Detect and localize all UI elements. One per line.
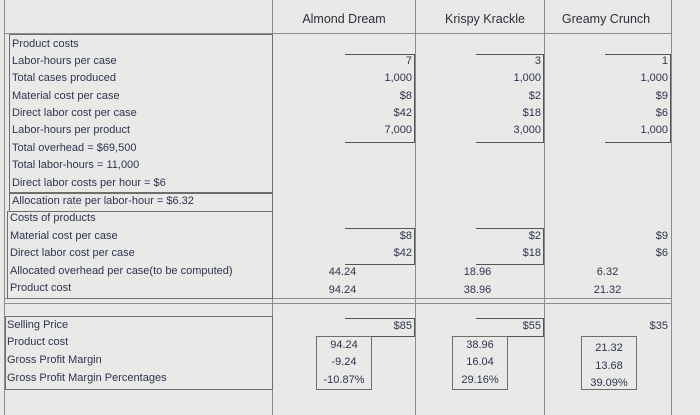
cell-krispy-labor-hours-product[interactable]: 3,000 — [513, 124, 541, 136]
input-cells-greamy — [605, 54, 671, 143]
cell-krispy-labor-cost[interactable]: $18 — [522, 107, 541, 119]
cell-almond-cost-labor[interactable]: $42 — [393, 247, 412, 259]
margin-box-krispy — [452, 336, 508, 390]
cell-greamy-gross-margin[interactable]: 13.68 — [595, 360, 623, 372]
label-total-cases-produced: Total cases produced — [12, 72, 116, 84]
input-cells-almond — [345, 54, 415, 143]
label-material-cost-per-case: Material cost per case — [10, 230, 118, 242]
cell-almond-product-cost[interactable]: 94.24 — [328, 284, 357, 296]
cell-krispy-labor-hours[interactable]: 3 — [534, 55, 541, 67]
label-direct-labor-cost-per-case: Direct labor cost per case — [12, 107, 137, 119]
cell-krispy-overhead[interactable]: 18.96 — [463, 266, 492, 278]
cell-almond-margin-cost[interactable]: 94.24 — [330, 339, 358, 351]
cell-greamy-labor-hours-product[interactable]: 1,000 — [640, 124, 668, 136]
label-product-cost: Product cost — [10, 282, 72, 294]
cell-almond-labor-hours[interactable]: 7 — [405, 55, 412, 67]
cell-greamy-product-cost[interactable]: 21.32 — [593, 284, 622, 296]
cell-krispy-material[interactable]: $2 — [528, 90, 541, 102]
cell-greamy-margin-cost[interactable]: 21.32 — [595, 342, 623, 354]
cell-almond-cases[interactable]: 1,000 — [384, 72, 412, 84]
label-allocated-overhead: Allocated overhead per case(to be comput… — [10, 265, 233, 277]
cell-almond-cost-material[interactable]: $8 — [399, 230, 412, 242]
cell-krispy-selling-price[interactable]: $55 — [522, 320, 541, 332]
cell-almond-overhead[interactable]: 44.24 — [328, 266, 357, 278]
cell-krispy-product-cost[interactable]: 38.96 — [463, 284, 492, 296]
cell-krispy-gross-margin-pct[interactable]: 29.16% — [461, 374, 499, 386]
price-cell-almond — [345, 318, 415, 337]
cell-greamy-cases[interactable]: 1,000 — [640, 72, 668, 84]
cell-greamy-material[interactable]: $9 — [655, 90, 668, 102]
input-cells-krispy — [476, 54, 544, 143]
cell-krispy-gross-margin[interactable]: 16.04 — [466, 356, 494, 368]
label-gross-profit-margin: Gross Profit Margin — [7, 354, 102, 366]
cell-almond-labor-hours-product[interactable]: 7,000 — [384, 124, 412, 136]
grid-line — [415, 0, 416, 415]
label-product-cost: Product cost — [7, 336, 69, 348]
cell-almond-material[interactable]: $8 — [399, 90, 412, 102]
header-almond-dream: Almond Dream — [302, 12, 386, 26]
grid-line — [4, 0, 5, 415]
label-material-cost-per-case: Material cost per case — [12, 90, 120, 102]
costs-of-products-box — [7, 211, 273, 299]
label-total-labor-hours: Total labor-hours = 11,000 — [12, 159, 140, 171]
cell-greamy-cost-material[interactable]: $9 — [655, 230, 668, 242]
label-total-overhead: Total overhead = $69,500 — [12, 142, 137, 154]
cell-krispy-margin-cost[interactable]: 38.96 — [466, 339, 494, 351]
cell-greamy-labor-cost[interactable]: $6 — [655, 107, 668, 119]
cell-krispy-cases[interactable]: 1,000 — [513, 72, 541, 84]
grid-line — [4, 303, 672, 304]
margin-box-greamy — [581, 336, 637, 390]
label-labor-hours-per-case: Labor-hours per case — [12, 55, 117, 67]
cell-almond-labor-cost[interactable]: $42 — [393, 107, 412, 119]
cell-almond-selling-price[interactable]: $85 — [393, 320, 412, 332]
label-costs-of-products: Costs of products — [10, 212, 96, 224]
selling-price-box — [5, 316, 273, 390]
header-krispy-krackle: Krispy Krackle — [445, 12, 525, 26]
margin-box-almond — [316, 336, 372, 390]
cost-cells-krispy — [476, 228, 544, 265]
grid-line — [4, 298, 672, 299]
label-direct-labor-costs-per-hour: Direct labor costs per hour = $6 — [12, 177, 166, 189]
cost-cells-almond — [345, 228, 415, 265]
cell-greamy-gross-margin-pct[interactable]: 39.09% — [590, 377, 628, 389]
price-cell-krispy — [476, 318, 544, 337]
product-costs-box — [9, 34, 273, 193]
label-labor-hours-per-product: Labor-hours per product — [12, 124, 131, 136]
cell-krispy-cost-labor[interactable]: $18 — [522, 247, 541, 259]
cell-almond-gross-margin[interactable]: -9.24 — [331, 356, 357, 368]
label-selling-price: Selling Price — [7, 319, 69, 331]
cell-greamy-selling-price[interactable]: $35 — [649, 320, 668, 332]
grid-line — [4, 33, 672, 34]
label-gross-profit-margin-pct: Gross Profit Margin Percentages — [7, 372, 167, 384]
label-allocation-rate: Allocation rate per labor-hour = $6.32 — [12, 195, 194, 207]
label-product-costs: Product costs — [12, 38, 79, 50]
cell-almond-gross-margin-pct[interactable]: -10.87% — [323, 374, 365, 386]
grid-line — [671, 0, 672, 415]
header-greamy-crunch: Greamy Crunch — [561, 12, 651, 26]
label-direct-labor-cost-per-case: Direct labor cost per case — [10, 247, 135, 259]
cell-greamy-labor-hours[interactable]: 1 — [661, 55, 668, 67]
cell-greamy-overhead[interactable]: 6.32 — [596, 266, 619, 278]
cell-greamy-cost-labor[interactable]: $6 — [655, 247, 668, 259]
cell-krispy-cost-material[interactable]: $2 — [528, 230, 541, 242]
grid-line — [544, 0, 545, 415]
